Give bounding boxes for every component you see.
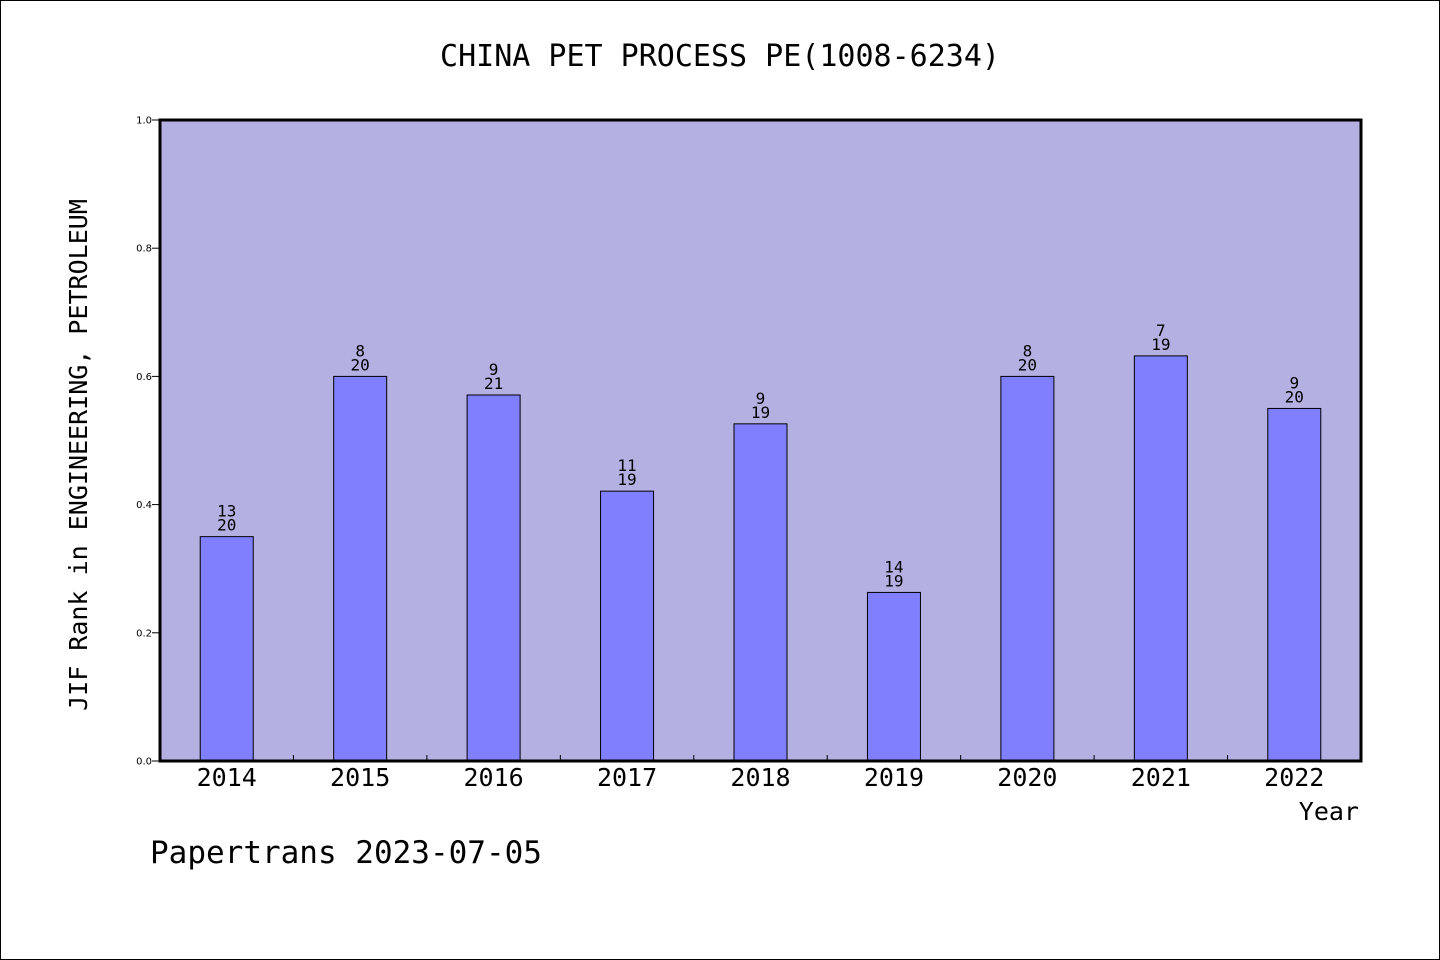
bar-rank-label: 11 xyxy=(617,456,636,475)
y-tick-label: 0.2 xyxy=(136,628,152,639)
chart-title: CHINA PET PROCESS PE(1008-6234) xyxy=(440,39,1000,74)
x-tick-label: 2017 xyxy=(597,763,657,792)
bar-total-label: 20 xyxy=(1285,387,1304,406)
bar-total-label: 19 xyxy=(1151,335,1170,354)
bar-total-label: 21 xyxy=(484,374,503,393)
bar-total-label: 19 xyxy=(884,571,903,590)
x-tick-label: 2019 xyxy=(864,763,924,792)
x-tick-label: 2018 xyxy=(730,763,790,792)
bar xyxy=(199,536,254,762)
bar-rank-label: 7 xyxy=(1156,321,1166,340)
bar-total-label: 19 xyxy=(751,403,770,422)
bar-total-label: 19 xyxy=(617,470,636,489)
bar-rank-label: 9 xyxy=(489,360,499,379)
bar-total-label: 20 xyxy=(1018,355,1037,374)
x-tick-label: 2014 xyxy=(197,763,257,792)
x-tick-label: 2021 xyxy=(1131,763,1191,792)
bar xyxy=(333,375,388,762)
x-tick-label: 2022 xyxy=(1264,763,1324,792)
bar xyxy=(600,490,655,762)
bar xyxy=(466,394,521,762)
y-tick-label: 0.6 xyxy=(136,372,152,383)
x-tick-label: 2020 xyxy=(997,763,1057,792)
bar-total-label: 20 xyxy=(351,355,370,374)
bar xyxy=(1133,355,1188,762)
y-tick-label: 0.8 xyxy=(136,244,152,255)
x-tick-label: 2016 xyxy=(464,763,524,792)
plot-border xyxy=(158,118,1363,763)
bar xyxy=(733,423,788,762)
y-tick-label: 1.0 xyxy=(136,116,152,127)
footer-text: Papertrans 2023-07-05 xyxy=(150,835,542,871)
y-tick-label: 0.0 xyxy=(136,757,152,768)
bar-rank-label: 9 xyxy=(756,389,766,408)
y-axis-label: JIF Rank in ENGINEERING, PETROLEUM xyxy=(64,199,93,711)
x-axis-label: Year xyxy=(1299,797,1359,826)
bar-rank-label: 13 xyxy=(217,502,236,521)
x-tick-label: 2015 xyxy=(330,763,390,792)
bar-rank-label: 14 xyxy=(884,557,903,576)
bar-rank-label: 9 xyxy=(1289,373,1299,392)
bar-total-label: 20 xyxy=(217,516,236,535)
bar-rank-label: 8 xyxy=(355,341,365,360)
bar xyxy=(1267,407,1322,762)
bar xyxy=(1000,375,1055,762)
y-tick-label: 0.4 xyxy=(136,500,152,511)
bar xyxy=(866,591,921,762)
bar-rank-label: 8 xyxy=(1023,341,1033,360)
